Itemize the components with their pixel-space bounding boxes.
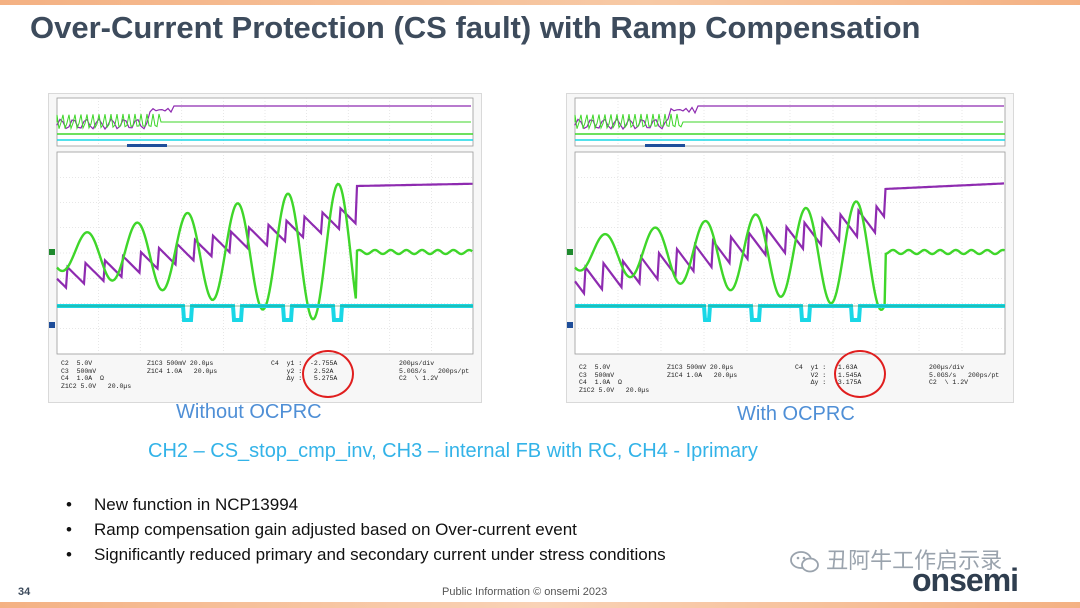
highlight-circle-left — [302, 350, 354, 398]
overview-trace-ch4 — [574, 113, 1003, 131]
page-number: 34 — [18, 586, 31, 598]
bottom-accent-bar — [0, 602, 1080, 608]
scope-zoom-readout: Z1C3 500mV 20.0µs Z1C4 1.0A 20.0µs — [147, 360, 218, 375]
scope-settings-readout: C2 5.0V C3 500mV C4 1.0A Ω Z1C2 5.0V 20.… — [579, 364, 650, 394]
bullet-item: • New function in NCP13994 — [66, 495, 299, 514]
channel-marker-ch2 — [567, 322, 573, 328]
top-accent-bar — [0, 0, 1080, 5]
highlight-circle-right — [834, 350, 886, 398]
overview-trace-ch3 — [574, 105, 1004, 131]
trace-ch3-fb — [574, 182, 1005, 297]
channel-marker-ch4 — [49, 249, 55, 255]
wechat-icon — [790, 551, 819, 573]
channel-legend-caption: CH2 – CS_stop_cmp_inv, CH3 – internal FB… — [148, 440, 758, 462]
caption-without-ocprc: Without OCPRC — [176, 401, 322, 423]
trace-ch4-iprimary — [574, 200, 1005, 312]
scope-capture-without-ocprc: C2 5.0V C3 500mV C4 1.0A Ω Z1C2 5.0V 20.… — [48, 93, 482, 403]
zoom-window-marker — [645, 144, 685, 147]
trace-ch4-iprimary — [56, 182, 473, 321]
watermark-text: 丑阿牛工作启示录 — [826, 548, 1003, 573]
onsemi-logo: onsemi — [912, 562, 1019, 598]
bullet-item: • Significantly reduced primary and secon… — [66, 545, 666, 564]
scope-timebase-readout: 200µs/div 5.0GS/s 200ps/pt C2 \ 1.2V — [929, 364, 1000, 386]
bullet-text: New function in NCP13994 — [94, 495, 299, 514]
footer-text: Public Information © onsemi 2023 — [442, 586, 608, 598]
caption-with-ocprc: With OCPRC — [737, 403, 855, 425]
scope-zoom-readout: Z1C3 500mV 20.0µs Z1C4 1.0A 20.0µs — [667, 364, 738, 379]
bullet-text: Significantly reduced primary and second… — [94, 545, 666, 564]
bullet-item: • Ramp compensation gain adjusted based o… — [66, 520, 577, 539]
bullet-list: • New function in NCP13994 • Ramp compensa… — [66, 492, 666, 567]
channel-marker-ch4 — [567, 249, 573, 255]
scope-timebase-readout: 200µs/div 5.0GS/s 200ps/pt C2 \ 1.2V — [399, 360, 470, 382]
scope-settings-readout: C2 5.0V C3 500mV C4 1.0A Ω Z1C2 5.0V 20.… — [61, 360, 132, 390]
slide-title: Over-Current Protection (CS fault) with … — [30, 10, 921, 45]
scope-capture-with-ocprc: C2 5.0V C3 500mV C4 1.0A Ω Z1C2 5.0V 20.… — [566, 93, 1014, 403]
channel-marker-ch2 — [49, 322, 55, 328]
scope-waveform-left — [49, 97, 474, 355]
trace-ch3-fb — [56, 182, 473, 291]
zoom-window-marker — [127, 144, 167, 147]
overview-trace-ch4 — [56, 113, 471, 131]
watermark: 丑阿牛工作启示录 — [790, 543, 1002, 575]
scope-waveform-right — [567, 97, 1006, 355]
bullet-text: Ramp compensation gain adjusted based on… — [94, 520, 577, 539]
